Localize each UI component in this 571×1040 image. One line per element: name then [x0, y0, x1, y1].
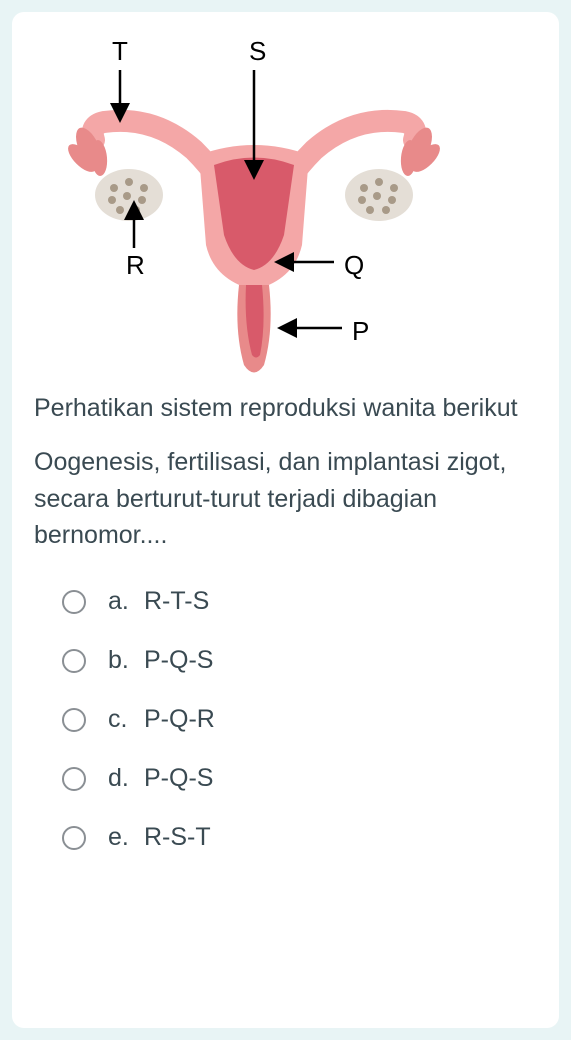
label-s: S [249, 36, 266, 67]
radio-icon [62, 649, 86, 673]
label-q: Q [344, 250, 364, 281]
option-letter: a. [108, 587, 144, 616]
option-text: R-S-T [144, 823, 211, 852]
label-p: P [352, 316, 369, 347]
option-text: R-T-S [144, 587, 209, 616]
radio-icon [62, 590, 86, 614]
label-r: R [126, 250, 145, 281]
option-e[interactable]: e. R-S-T [62, 823, 537, 852]
radio-icon [62, 767, 86, 791]
option-b[interactable]: b. P-Q-S [62, 646, 537, 675]
options-list: a. R-T-S b. P-Q-S c. P-Q-R d. P-Q-S e. R… [34, 587, 537, 852]
option-c[interactable]: c. P-Q-R [62, 705, 537, 734]
option-letter: d. [108, 764, 144, 793]
radio-icon [62, 708, 86, 732]
radio-icon [62, 826, 86, 850]
option-text: P-Q-S [144, 646, 213, 675]
reproductive-diagram: T S R Q P [34, 30, 464, 380]
option-letter: b. [108, 646, 144, 675]
option-d[interactable]: d. P-Q-S [62, 764, 537, 793]
option-letter: e. [108, 823, 144, 852]
question-intro: Perhatikan sistem reproduksi wanita beri… [34, 390, 537, 426]
option-text: P-Q-R [144, 705, 215, 734]
question-card: T S R Q P Perhatikan sistem reproduksi w… [12, 12, 559, 1028]
label-t: T [112, 36, 128, 67]
option-a[interactable]: a. R-T-S [62, 587, 537, 616]
option-text: P-Q-S [144, 764, 213, 793]
question-prompt: Oogenesis, fertilisasi, dan implantasi z… [34, 444, 537, 553]
question-text: Perhatikan sistem reproduksi wanita beri… [34, 390, 537, 553]
label-arrows [34, 30, 464, 380]
option-letter: c. [108, 705, 144, 734]
